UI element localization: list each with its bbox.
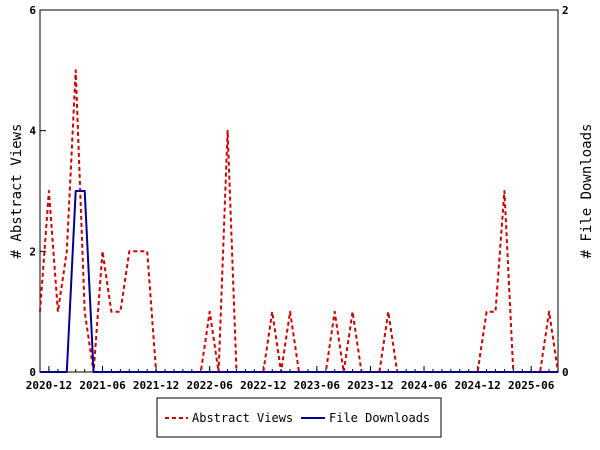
y-left-tick-label: 2 bbox=[29, 245, 36, 258]
x-tick-label: 2021-12 bbox=[133, 379, 179, 392]
legend-label-abstract-views: Abstract Views bbox=[192, 411, 293, 425]
y-left-tick-label: 6 bbox=[29, 4, 36, 17]
x-tick-label: 2022-12 bbox=[240, 379, 286, 392]
y-left-tick-label: 0 bbox=[29, 366, 36, 379]
legend: Abstract Views File Downloads bbox=[156, 397, 442, 438]
y-axis-title-left: # Abstract Views bbox=[9, 124, 25, 259]
legend-box bbox=[156, 397, 442, 438]
series-line-file-downloads bbox=[40, 190, 558, 373]
series-layer bbox=[39, 69, 559, 373]
x-tick-label: 2024-06 bbox=[401, 379, 448, 392]
series-line-abstract-views bbox=[39, 69, 559, 373]
x-tick-label: 2023-12 bbox=[347, 379, 393, 392]
ticks-layer bbox=[39, 9, 559, 373]
x-tick-label: 2022-06 bbox=[187, 379, 234, 392]
y-axis-title-right: # File Downloads bbox=[579, 124, 595, 259]
y-left-tick-label: 4 bbox=[29, 125, 36, 138]
x-tick-label: 2024-12 bbox=[454, 379, 500, 392]
x-tick-label: 2023-06 bbox=[294, 379, 341, 392]
legend-label-file-downloads: File Downloads bbox=[329, 411, 430, 425]
x-tick-label: 2020-12 bbox=[26, 379, 72, 392]
plot-area bbox=[39, 9, 559, 373]
x-tick-label: 2021-06 bbox=[79, 379, 126, 392]
y-right-tick-label: 0 bbox=[562, 366, 569, 379]
labels-layer: 2020-12 2021-06 2021-12 2022-06 2022-12 2023-… bbox=[26, 4, 569, 392]
x-tick-label: 2025-06 bbox=[508, 379, 555, 392]
y-right-tick-label: 2 bbox=[562, 4, 569, 17]
